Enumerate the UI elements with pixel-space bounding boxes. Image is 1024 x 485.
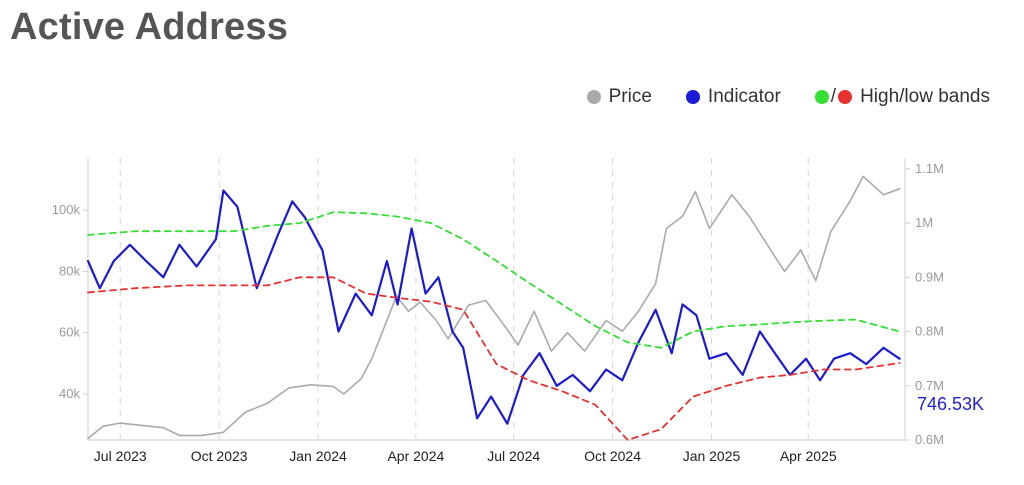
y-right-tick-label: 0.6M xyxy=(915,432,944,447)
legend-indicator-dot-icon xyxy=(685,90,700,104)
x-tick-label: Jan 2025 xyxy=(683,448,741,464)
legend-high-band-dot-icon xyxy=(814,90,829,104)
x-tick-label: Apr 2024 xyxy=(387,448,444,464)
x-tick-label: Jan 2024 xyxy=(289,448,347,464)
legend-price-label: Price xyxy=(608,86,652,107)
series-line-low-band xyxy=(87,276,901,441)
legend-item-indicator[interactable]: Indicator xyxy=(685,86,781,108)
legend-item-price[interactable]: Price xyxy=(586,86,652,108)
legend-indicator-label: Indicator xyxy=(707,86,781,107)
x-tick-label: Oct 2023 xyxy=(191,448,248,464)
y-right-tick-label: 1M xyxy=(915,215,933,230)
series-line-indicator xyxy=(86,189,901,425)
chart-legend: Price Indicator / High/low bands xyxy=(553,86,990,108)
y-left-tick-label: 100k xyxy=(52,202,81,217)
y-left-tick-label: 60k xyxy=(59,325,80,340)
y-right-tick-label: 0.8M xyxy=(915,324,944,339)
legend-bands-separator: / xyxy=(830,86,837,107)
x-tick-label: Jul 2024 xyxy=(487,448,540,464)
y-right-tick-label: 0.7M xyxy=(915,378,944,393)
y-right-tick-label: 1.1M xyxy=(915,161,944,176)
y-left-tick-label: 80k xyxy=(59,263,80,278)
series-line-price xyxy=(87,175,901,440)
legend-item-bands[interactable]: / High/low bands xyxy=(814,86,990,108)
legend-bands-label: High/low bands xyxy=(860,86,990,107)
x-tick-label: Apr 2025 xyxy=(780,448,837,464)
series-line-high-band xyxy=(87,211,901,349)
legend-price-dot-icon xyxy=(586,90,601,104)
x-tick-label: Jul 2023 xyxy=(94,448,147,464)
indicator-last-value-label: 746.53K xyxy=(917,394,984,414)
chart-title: Active Address xyxy=(10,6,289,48)
y-left-tick-label: 40k xyxy=(59,386,80,401)
y-right-tick-label: 0.9M xyxy=(915,269,944,284)
legend-low-band-dot-icon xyxy=(838,90,853,104)
x-tick-label: Oct 2024 xyxy=(584,448,641,464)
